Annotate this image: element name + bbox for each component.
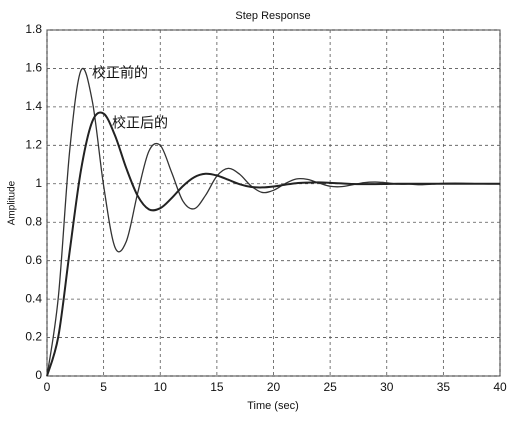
y-tick-label: 0.4 <box>25 291 42 305</box>
y-tick-label: 0.8 <box>25 214 42 228</box>
series-line <box>46 111 500 377</box>
series-label: 校正前的 <box>92 65 148 81</box>
y-tick-label: 1.4 <box>25 99 42 113</box>
x-tick-label: 5 <box>100 380 107 394</box>
x-tick-label: 0 <box>44 380 51 394</box>
y-tick-label: 1.6 <box>25 61 42 75</box>
x-tick-label: 40 <box>493 380 507 394</box>
x-tick-label: 20 <box>267 380 281 394</box>
chart-title: Step Response <box>235 10 310 22</box>
x-axis-label: Time (sec) <box>247 400 299 412</box>
y-tick-label: 0 <box>35 368 42 382</box>
y-tick-label: 1 <box>35 176 42 190</box>
x-tick-label: 25 <box>323 380 337 394</box>
y-tick-label: 0.2 <box>25 330 42 344</box>
y-axis-label: Amplitude <box>7 180 18 225</box>
y-tick-label: 1.8 <box>25 22 42 36</box>
x-tick-label: 35 <box>437 380 451 394</box>
series-label: 校正后的 <box>112 115 168 131</box>
x-tick-label: 30 <box>380 380 394 394</box>
y-tick-label: 1.2 <box>25 138 42 152</box>
y-tick-label: 0.6 <box>25 253 42 267</box>
x-tick-label: 10 <box>154 380 168 394</box>
x-tick-label: 15 <box>210 380 224 394</box>
